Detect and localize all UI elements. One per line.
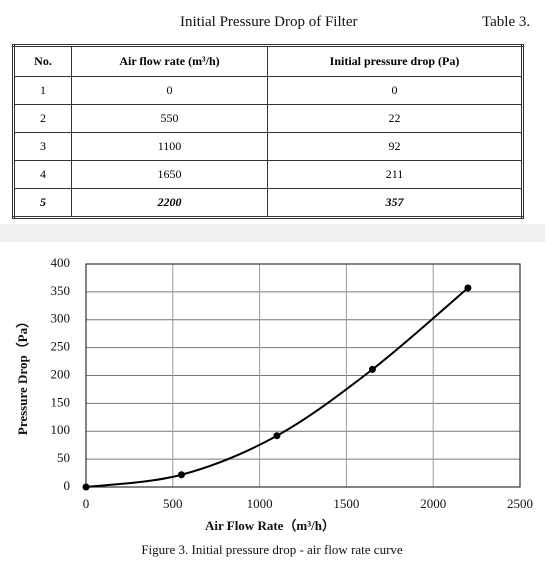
- y-tick-label: 200: [51, 366, 71, 381]
- column-header: Air flow rate (m³/h): [71, 45, 268, 77]
- x-tick-label: 0: [83, 496, 90, 511]
- data-point: [82, 483, 90, 491]
- table-cell: 0: [267, 76, 523, 105]
- data-point: [368, 365, 376, 373]
- y-tick-label: 400: [51, 255, 71, 270]
- x-axis-label: Air Flow Rate（m³/h）: [205, 518, 335, 533]
- table-cell: 5: [13, 188, 72, 218]
- table-row: 3 1100 92: [13, 132, 523, 161]
- x-tick-label: 500: [163, 496, 183, 511]
- table-cell: 3: [13, 132, 72, 161]
- table-cell: 1100: [71, 132, 268, 161]
- table-cell: 1: [13, 76, 72, 105]
- x-tick-label: 1000: [247, 496, 273, 511]
- y-tick-label: 50: [57, 450, 70, 465]
- table-cell: 211: [267, 160, 523, 189]
- table-cell: 22: [267, 104, 523, 133]
- figure-caption: Figure 3. Initial pressure drop - air fl…: [141, 542, 403, 557]
- x-tick-label: 2000: [420, 496, 446, 511]
- y-tick-label: 250: [51, 339, 71, 354]
- table-row: 4 1650 211: [13, 160, 523, 189]
- table-cell: 2: [13, 104, 72, 133]
- data-table: No. Air flow rate (m³/h) Initial pressur…: [12, 44, 524, 219]
- table-cell: 4: [13, 160, 72, 189]
- plot-frame: [85, 263, 521, 488]
- y-tick-label: 150: [51, 394, 71, 409]
- x-tick-label: 2500: [507, 496, 533, 511]
- table-cell: 1650: [71, 160, 268, 189]
- column-header: Initial pressure drop (Pa): [267, 45, 523, 77]
- data-point: [464, 284, 472, 292]
- table-cell: 0: [71, 76, 268, 105]
- chart: Air Flow Rate（m³/h） Pressure Drop（Pa） Fi…: [0, 242, 545, 564]
- table-row: 2 550 22: [13, 104, 523, 133]
- table-row: 5 2200 357: [13, 188, 523, 218]
- y-axis-label: Pressure Drop（Pa）: [15, 315, 30, 435]
- table-cell: 2200: [71, 188, 268, 218]
- separator: [0, 224, 545, 242]
- table-title: Initial Pressure Drop of Filter: [180, 14, 358, 30]
- table-cell: 550: [71, 104, 268, 133]
- x-tick-label: 1500: [333, 496, 359, 511]
- y-tick-label: 0: [64, 478, 71, 493]
- data-point: [273, 432, 281, 440]
- table-label: Table 3.: [482, 14, 531, 30]
- y-tick-label: 350: [51, 283, 71, 298]
- table-cell: 357: [267, 188, 523, 218]
- y-tick-label: 100: [51, 422, 71, 437]
- column-header: No.: [13, 45, 72, 77]
- data-point: [177, 471, 185, 479]
- y-tick-label: 300: [51, 311, 71, 326]
- table-cell: 92: [267, 132, 523, 161]
